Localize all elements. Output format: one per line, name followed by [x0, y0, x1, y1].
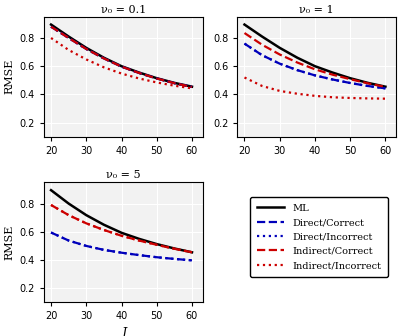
Y-axis label: RMSE: RMSE [4, 59, 14, 94]
Title: ν₀ = 1: ν₀ = 1 [300, 5, 334, 15]
Title: ν₀ = 0.1: ν₀ = 0.1 [101, 5, 146, 15]
Y-axis label: RMSE: RMSE [4, 225, 14, 260]
Legend: ML, Direct/Correct, Direct/Incorrect, Indirect/Correct, Indirect/Incorrect: ML, Direct/Correct, Direct/Incorrect, In… [250, 197, 388, 277]
X-axis label: J: J [121, 327, 126, 336]
Title: ν₀ = 5: ν₀ = 5 [106, 170, 140, 180]
